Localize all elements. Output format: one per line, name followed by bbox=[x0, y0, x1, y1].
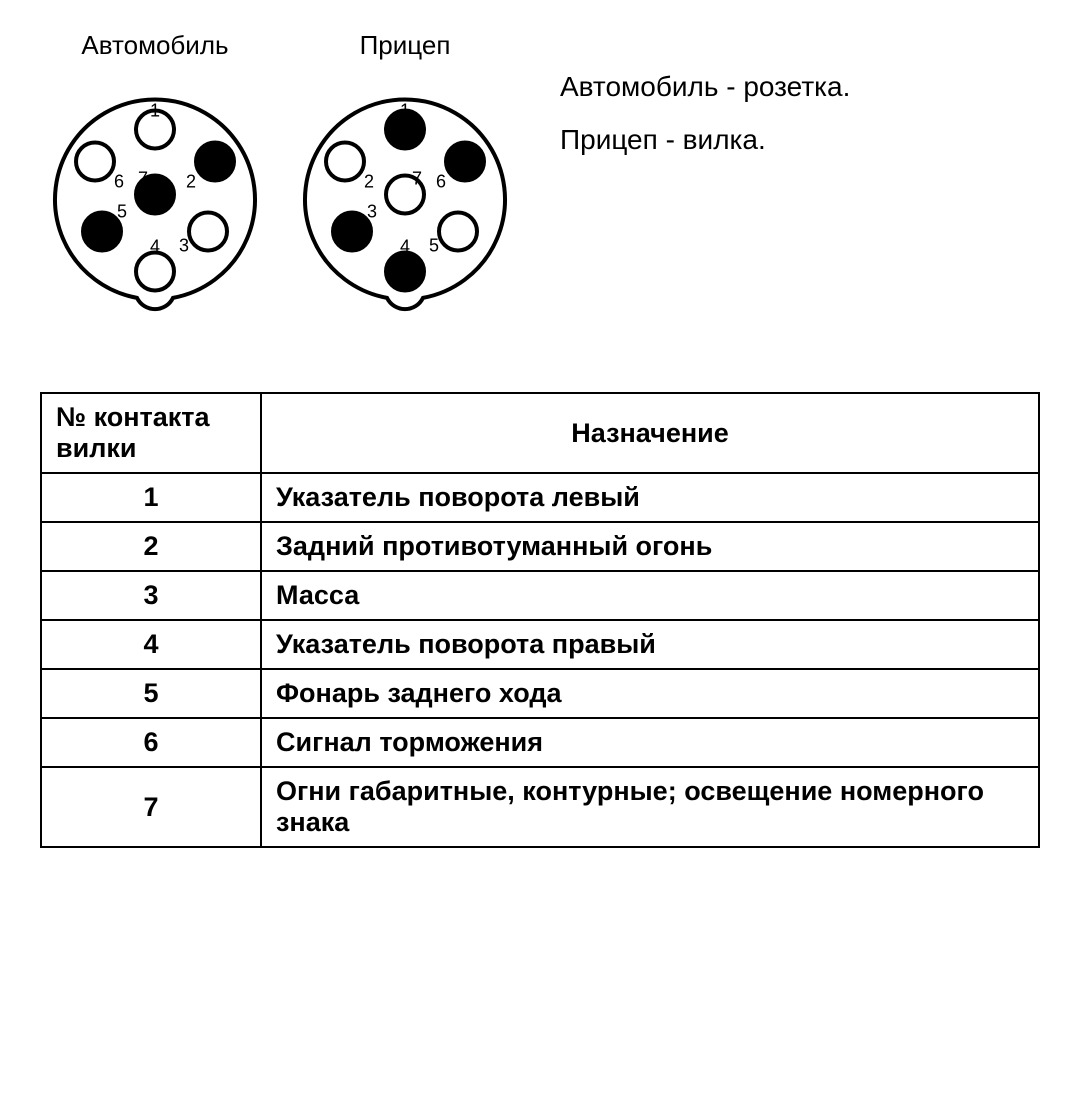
connector-block: Автомобиль 1 2 34 5 67 bbox=[40, 30, 270, 332]
legend-text: Автомобиль - розетка. Прицеп - вилка. bbox=[560, 30, 850, 332]
top-section: Автомобиль 1234567 Прицеп 1654327 Автомо… bbox=[40, 30, 1040, 332]
pin-label-3: 3 bbox=[367, 201, 377, 221]
pin-2 bbox=[326, 143, 364, 181]
pin-label-3: 3 bbox=[179, 235, 189, 255]
pin-label-4: 4 bbox=[150, 236, 160, 256]
pin-label-2: 2 bbox=[186, 171, 196, 191]
pin-label-7: 7 bbox=[412, 168, 422, 188]
pin-2 bbox=[196, 143, 234, 181]
table-row: 4 Указатель поворота правый bbox=[41, 620, 1039, 669]
connector-icon: 1 2 34 5 67 bbox=[40, 67, 270, 332]
connector-diagrams: Автомобиль 1234567 Прицеп 1654327 bbox=[40, 30, 520, 332]
cell-contact-num: 1 bbox=[41, 473, 261, 522]
pin-6 bbox=[446, 143, 484, 181]
pin-label-1: 1 bbox=[400, 100, 410, 120]
cell-purpose: Фонарь заднего хода bbox=[261, 669, 1039, 718]
pin-3 bbox=[333, 213, 371, 251]
cell-contact-num: 4 bbox=[41, 620, 261, 669]
table-row: 7 Огни габаритные, контурные; освещение … bbox=[41, 767, 1039, 847]
cell-purpose: Масса bbox=[261, 571, 1039, 620]
cell-contact-num: 3 bbox=[41, 571, 261, 620]
pin-label-5: 5 bbox=[429, 235, 439, 255]
cell-purpose: Указатель поворота правый bbox=[261, 620, 1039, 669]
header-purpose: Назначение bbox=[261, 393, 1039, 473]
pin-label-6: 6 bbox=[436, 171, 446, 191]
cell-contact-num: 7 bbox=[41, 767, 261, 847]
pin-5 bbox=[439, 213, 477, 251]
pin-3 bbox=[189, 213, 227, 251]
cell-contact-num: 5 bbox=[41, 669, 261, 718]
connector-icon: 1 6 54 3 2 7 bbox=[290, 67, 520, 332]
pin-4 bbox=[386, 253, 424, 291]
table-row: 6 Сигнал торможения bbox=[41, 718, 1039, 767]
pin-label-6: 6 bbox=[114, 171, 124, 191]
cell-purpose: Огни габаритные, контурные; освещение но… bbox=[261, 767, 1039, 847]
cell-contact-num: 2 bbox=[41, 522, 261, 571]
table-row: 2 Задний противотуманный огонь bbox=[41, 522, 1039, 571]
table-row: 1 Указатель поворота левый bbox=[41, 473, 1039, 522]
header-contact-num: № контакта вилки bbox=[41, 393, 261, 473]
table-header-row: № контакта вилки Назначение bbox=[41, 393, 1039, 473]
cell-purpose: Задний противотуманный огонь bbox=[261, 522, 1039, 571]
pin-label-5: 5 bbox=[117, 201, 127, 221]
legend-line-1: Автомобиль - розетка. bbox=[560, 60, 850, 113]
table-row: 3 Масса bbox=[41, 571, 1039, 620]
legend-line-2: Прицеп - вилка. bbox=[560, 113, 850, 166]
cell-purpose: Указатель поворота левый bbox=[261, 473, 1039, 522]
cell-purpose: Сигнал торможения bbox=[261, 718, 1039, 767]
pin-5 bbox=[83, 213, 121, 251]
cell-contact-num: 6 bbox=[41, 718, 261, 767]
pin-label-1: 1 bbox=[150, 100, 160, 120]
pin-6 bbox=[76, 143, 114, 181]
pin-4 bbox=[136, 253, 174, 291]
table-row: 5 Фонарь заднего хода bbox=[41, 669, 1039, 718]
pin-label-2: 2 bbox=[364, 171, 374, 191]
connector-title: Прицеп bbox=[360, 30, 451, 61]
connector-block: Прицеп 1 6 54 3 2 7 bbox=[290, 30, 520, 332]
pin-label-7: 7 bbox=[138, 168, 148, 188]
pin-label-4: 4 bbox=[400, 236, 410, 256]
pinout-table: № контакта вилки Назначение 1 Указатель … bbox=[40, 392, 1040, 848]
connector-title: Автомобиль bbox=[81, 30, 228, 61]
